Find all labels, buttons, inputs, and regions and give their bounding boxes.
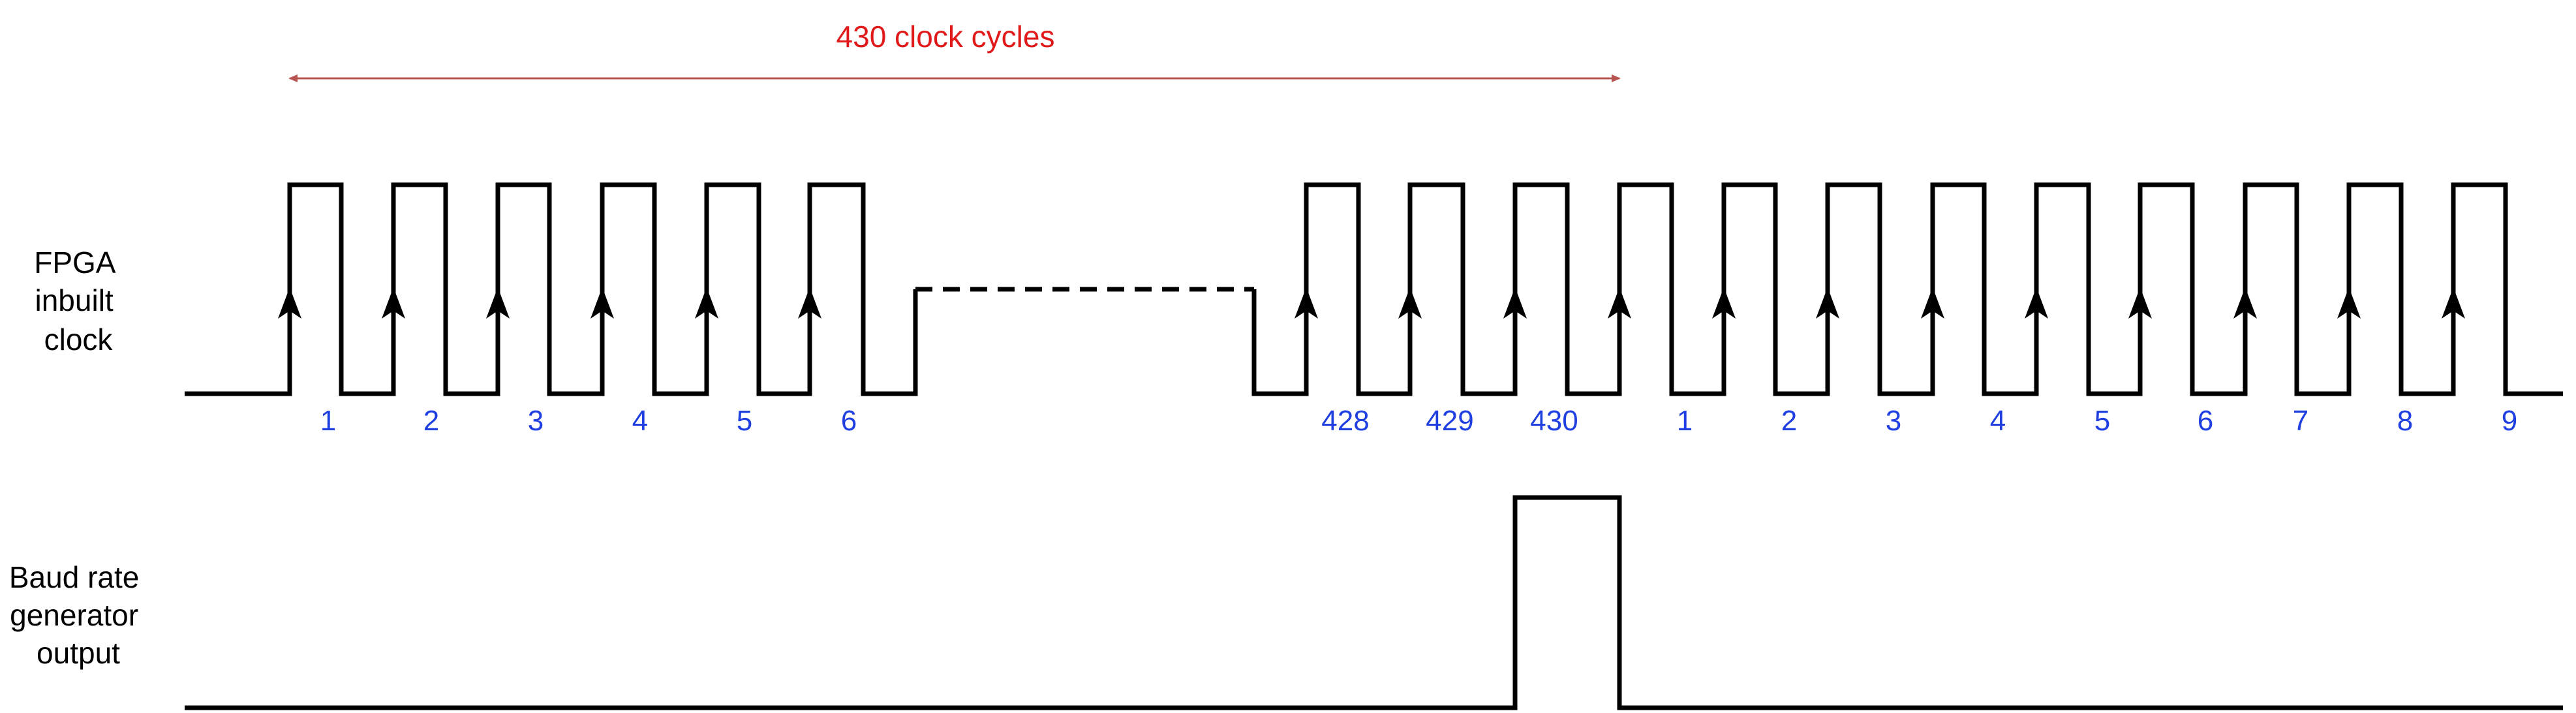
cycle-label: 6	[2198, 405, 2213, 437]
cycle-label: 5	[737, 405, 752, 437]
cycle-label: 430	[1530, 405, 1578, 437]
cycle-label: 7	[2293, 405, 2308, 437]
rising-edge-arrow	[1398, 287, 1422, 319]
rising-edge-arrow	[2128, 287, 2152, 319]
cycle-label: 5	[2094, 405, 2110, 437]
baud-label-line-3: output	[37, 636, 120, 670]
clock-waveform-start	[185, 182, 918, 396]
rising-edge-arrow	[486, 287, 510, 319]
clock-label-line-3: clock	[44, 323, 114, 356]
cycle-label: 1	[1677, 405, 1693, 437]
rising-edge-arrow	[2233, 287, 2257, 319]
rising-edge-arrow	[2025, 287, 2048, 319]
rising-edge-arrow	[2442, 287, 2465, 319]
clock-signal-label: FPGA inbuilt clock	[34, 246, 123, 356]
clock-waveform-continued	[1251, 182, 2563, 396]
baud-signal-label: Baud rate generator output	[9, 560, 147, 670]
cycle-label: 9	[2502, 405, 2517, 437]
rising-edge-arrow	[798, 287, 821, 319]
rising-edge-arrow	[1712, 287, 1736, 319]
cycle-span-label: 430 clock cycles	[836, 20, 1055, 54]
baud-waveform	[185, 495, 2563, 710]
rising-edge-arrow	[382, 287, 405, 319]
cycle-span-annotation: 430 clock cycles	[288, 20, 1621, 82]
cycle-number-labels: 1 2 3 4 5 6 428 429 430 1 2 3 4 5 6 7 8 9	[320, 405, 2517, 437]
baud-label-line-1: Baud rate	[9, 560, 139, 594]
rising-edge-arrow	[590, 287, 614, 319]
cycle-label: 2	[423, 405, 439, 437]
rising-edge-arrows	[278, 287, 2465, 319]
rising-edge-arrow	[1503, 287, 1527, 319]
cycle-label: 429	[1426, 405, 1473, 437]
cycle-label: 6	[841, 405, 857, 437]
rising-edge-arrow	[695, 287, 718, 319]
clock-label-line-2: inbuilt	[35, 283, 114, 317]
rising-edge-arrow	[1921, 287, 1944, 319]
rising-edge-arrow	[1295, 287, 1318, 319]
rising-edge-arrow	[2337, 287, 2361, 319]
cycle-label: 4	[1990, 405, 2006, 437]
baud-label-line-2: generator	[10, 598, 138, 632]
rising-edge-arrow	[278, 287, 301, 319]
cycle-label: 8	[2397, 405, 2413, 437]
cycle-label: 428	[1321, 405, 1369, 437]
clock-label-line-1: FPGA	[34, 246, 116, 279]
cycle-label: 3	[1886, 405, 1901, 437]
cycle-label: 1	[320, 405, 336, 437]
cycle-label: 3	[528, 405, 544, 437]
rising-edge-arrow	[1608, 287, 1631, 319]
cycle-label: 2	[1781, 405, 1797, 437]
cycle-label: 4	[632, 405, 648, 437]
rising-edge-arrow	[1816, 287, 1839, 319]
